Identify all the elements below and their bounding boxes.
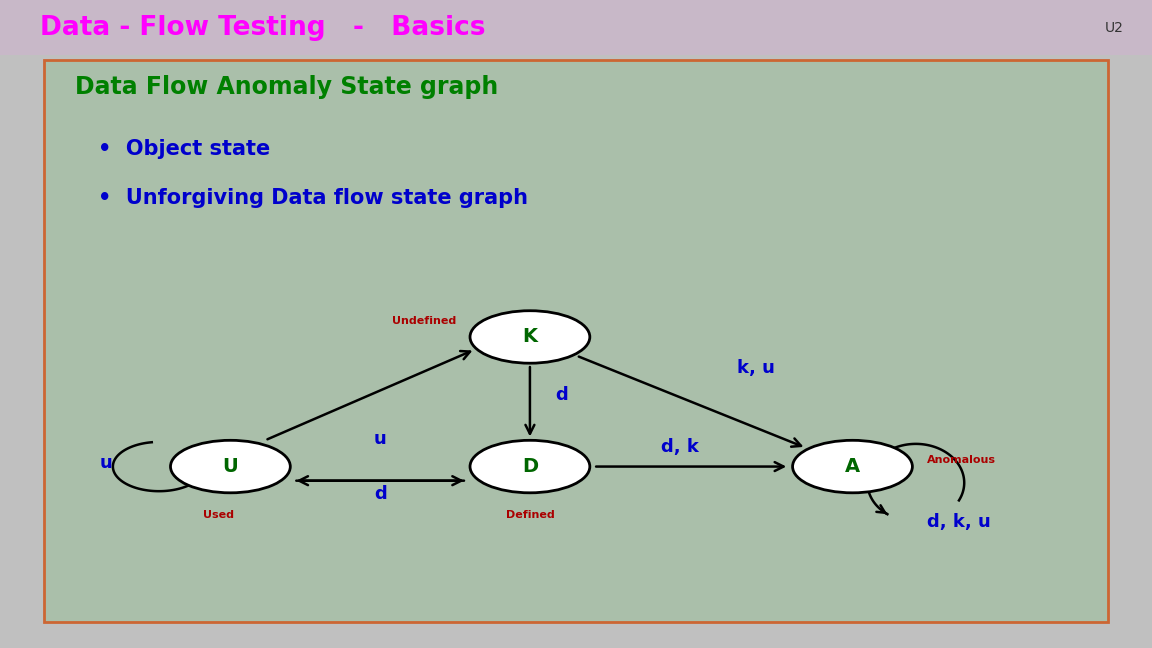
Text: d: d — [373, 485, 387, 503]
Text: Anomalous: Anomalous — [927, 455, 996, 465]
Text: Undefined: Undefined — [392, 316, 456, 326]
Text: k, u: k, u — [737, 359, 775, 377]
Text: u: u — [99, 454, 113, 472]
Text: •  Unforgiving Data flow state graph: • Unforgiving Data flow state graph — [98, 188, 528, 207]
Text: D: D — [522, 457, 538, 476]
Text: d, k, u: d, k, u — [927, 513, 991, 531]
Text: A: A — [844, 457, 861, 476]
Text: Data - Flow Testing   -   Basics: Data - Flow Testing - Basics — [40, 15, 486, 41]
Text: Used: Used — [204, 510, 234, 520]
Ellipse shape — [170, 441, 290, 492]
Text: d, k: d, k — [661, 438, 698, 456]
Ellipse shape — [470, 311, 590, 364]
FancyBboxPatch shape — [0, 0, 1152, 55]
Text: u: u — [373, 430, 387, 448]
Text: d: d — [555, 386, 568, 404]
Ellipse shape — [470, 441, 590, 492]
Text: Data Flow Anomaly State graph: Data Flow Anomaly State graph — [75, 75, 498, 100]
Text: U: U — [222, 457, 238, 476]
Text: •  Object state: • Object state — [98, 139, 271, 159]
Ellipse shape — [793, 441, 912, 492]
FancyBboxPatch shape — [44, 60, 1108, 622]
Text: K: K — [522, 327, 538, 347]
Text: U2: U2 — [1105, 21, 1123, 35]
Text: Defined: Defined — [506, 510, 554, 520]
